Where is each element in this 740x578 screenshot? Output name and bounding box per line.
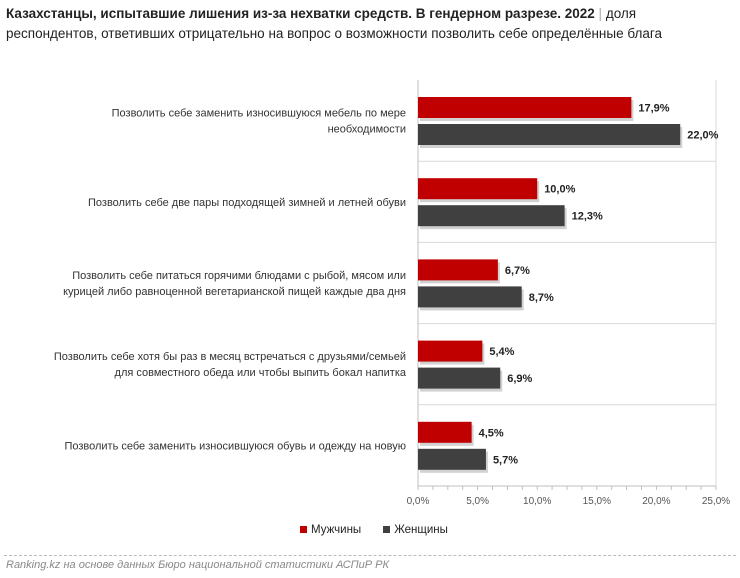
data-label: 17,9% [638, 103, 669, 115]
legend-label-men: Мужчины [311, 524, 362, 536]
category-label: Позволить себе питаться горячими блюдами… [72, 270, 406, 282]
category-label: Позволить себе две пары подходящей зимне… [88, 197, 406, 209]
category-label: Позволить себе заменить износившуюся обу… [64, 440, 406, 452]
x-tick-label: 15,0% [583, 496, 611, 507]
category-label: для совместного обеда или чтобы выпить б… [115, 367, 407, 379]
legend-swatch-men [300, 526, 307, 533]
bar-women [418, 448, 486, 470]
data-label: 6,9% [507, 373, 532, 385]
bar-men [418, 421, 472, 443]
x-tick-label: 25,0% [702, 496, 730, 507]
data-label: 6,7% [505, 265, 530, 277]
title-subtitle: доля респондентов, ответивших отрицатель… [6, 6, 662, 41]
bar-men [418, 259, 498, 281]
data-label: 5,4% [489, 346, 514, 358]
x-tick-label: 0,0% [407, 496, 430, 507]
x-tick-label: 5,0% [466, 496, 489, 507]
bar-men [418, 178, 538, 200]
chart-title: Казахстанцы, испытавшие лишения из-за не… [6, 4, 731, 44]
legend-label-women: Женщины [394, 524, 448, 536]
data-label: 12,3% [572, 211, 603, 223]
legend: Мужчины Женщины [300, 524, 448, 536]
bar-women [418, 205, 565, 227]
bar-women [418, 124, 681, 145]
data-label: 5,7% [493, 454, 518, 466]
bar-chart: 0,0% 5,0% 10,0% 15,0% 20,0% 25,0% Позволить се… [54, 80, 730, 507]
x-tick-label: 20,0% [642, 496, 670, 507]
divider [4, 555, 736, 556]
data-label: 4,5% [479, 427, 504, 439]
title-main: Казахстанцы, испытавшие лишения из-за не… [6, 6, 595, 21]
bar-men [418, 97, 632, 118]
x-tick-label: 10,0% [523, 496, 551, 507]
legend-item-women: Женщины [383, 524, 448, 536]
legend-swatch-women [383, 526, 391, 533]
source-note: Ranking.kz на основе данных Бюро национа… [6, 559, 389, 571]
category-label: курицей либо равноценной вегетарианской … [63, 286, 406, 298]
data-label: 10,0% [544, 184, 575, 196]
data-label: 22,0% [687, 130, 718, 142]
legend-item-men: Мужчины [300, 524, 361, 536]
category-label: необходимости [328, 124, 406, 136]
bar-men [418, 340, 483, 362]
data-label: 8,7% [529, 292, 554, 304]
bar-women [418, 286, 522, 308]
category-label: Позволить себе заменить износившуюся меб… [112, 108, 406, 120]
bar-women [418, 367, 501, 389]
category-label: Позволить себе хотя бы раз в месяц встре… [54, 351, 406, 363]
title-separator: | [598, 6, 603, 21]
